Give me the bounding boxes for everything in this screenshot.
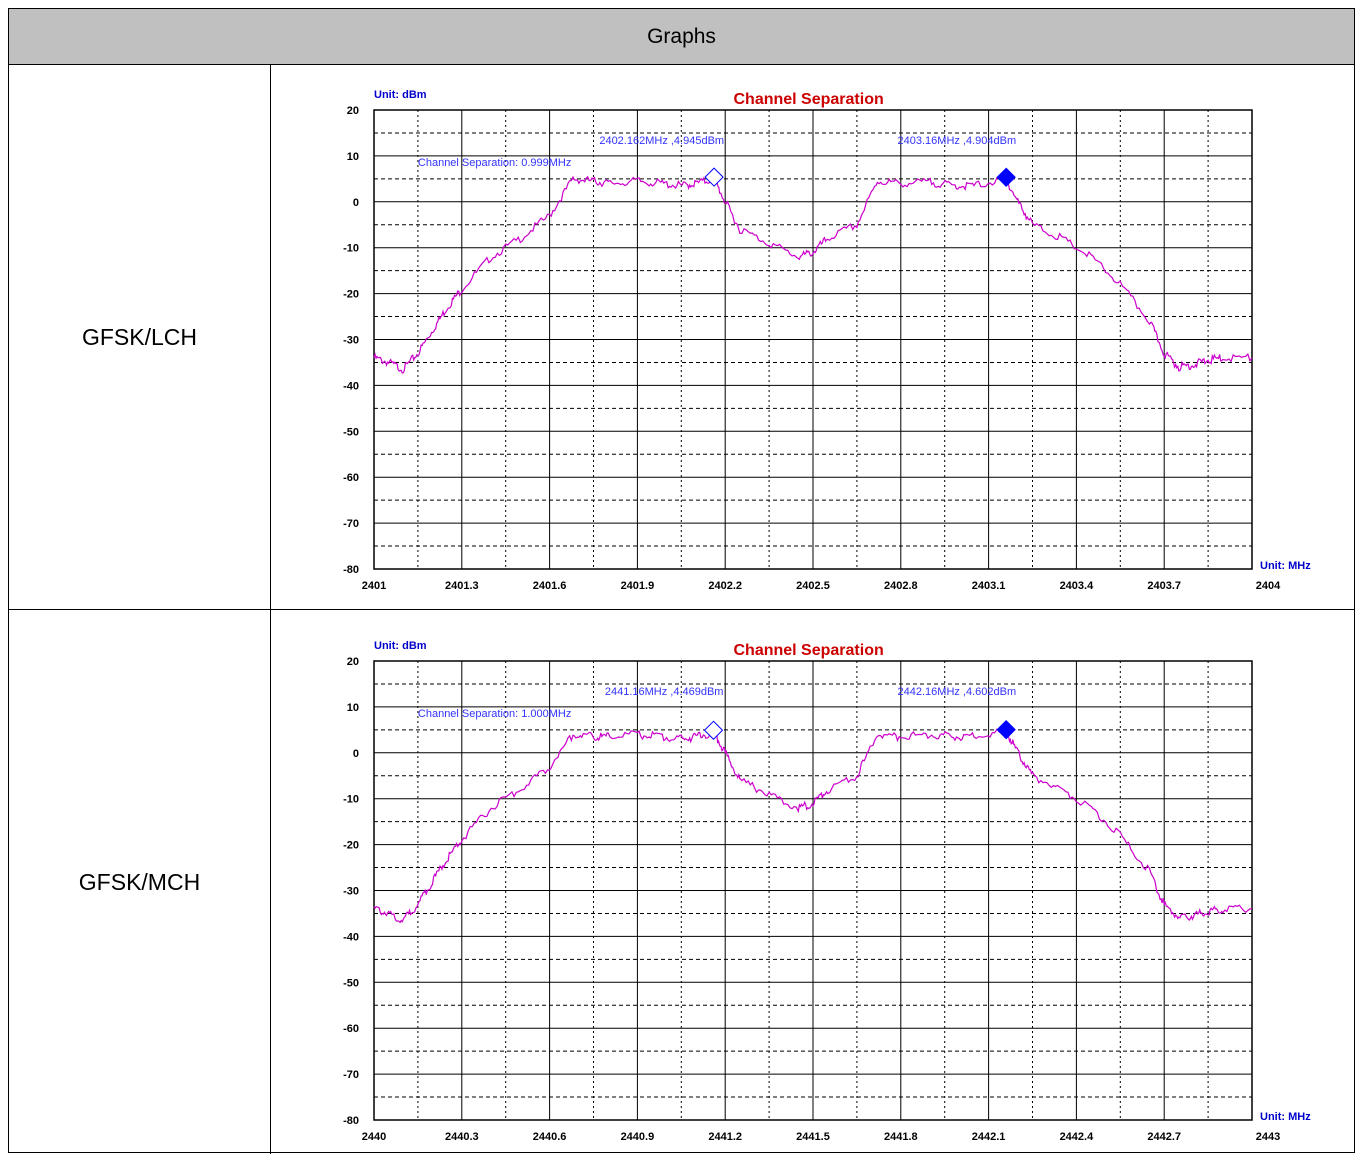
y-tick-label: -50 bbox=[343, 977, 359, 989]
marker-readout: 2441.16MHz ,4.469dBm bbox=[605, 686, 724, 698]
channel-separation-annotation: Channel Separation: 0.999MHz bbox=[418, 157, 571, 169]
y-tick-label: -60 bbox=[343, 1023, 359, 1035]
marker-1-open-diamond bbox=[704, 167, 724, 187]
y-tick-label: -40 bbox=[343, 931, 359, 943]
chart-title: Channel Separation bbox=[733, 642, 883, 659]
y-tick-label: -30 bbox=[343, 335, 359, 347]
x-tick-label: 2403.4 bbox=[1060, 580, 1095, 592]
x-tick-label: 2402.8 bbox=[884, 580, 918, 592]
marker-readout: 2402.162MHz ,4.945dBm bbox=[599, 135, 724, 147]
y-axis-unit-label: Unit: dBm bbox=[374, 640, 427, 652]
x-tick-label: 2441.8 bbox=[884, 1131, 918, 1143]
y-tick-label: 10 bbox=[347, 151, 359, 163]
x-tick-label: 2403.1 bbox=[972, 580, 1006, 592]
y-tick-label: 10 bbox=[347, 702, 359, 714]
x-tick-label: 2401.6 bbox=[533, 580, 567, 592]
y-tick-label: -50 bbox=[343, 426, 359, 438]
y-tick-label: -80 bbox=[343, 1115, 359, 1127]
row-label-lch: GFSK/LCH bbox=[81, 324, 198, 350]
marker-readout: 2403.16MHz ,4.904dBm bbox=[898, 135, 1017, 147]
y-tick-label: -20 bbox=[343, 840, 359, 852]
y-tick-label: -70 bbox=[343, 1069, 359, 1081]
y-tick-label: 20 bbox=[347, 656, 359, 668]
plot-frame bbox=[373, 660, 1253, 1121]
y-tick-label: 0 bbox=[353, 748, 359, 760]
x-tick-label: 2404 bbox=[1256, 580, 1281, 592]
y-tick-label: -70 bbox=[343, 518, 359, 530]
y-tick-label: 20 bbox=[347, 105, 359, 117]
spectrum-trace bbox=[373, 174, 1253, 374]
y-tick-label: -20 bbox=[343, 289, 359, 301]
x-tick-label: 2440.6 bbox=[533, 1131, 567, 1143]
x-tick-label: 2401 bbox=[362, 580, 386, 592]
x-axis-unit-label: Unit: MHz bbox=[1260, 1111, 1311, 1123]
y-tick-label: -60 bbox=[343, 472, 359, 484]
x-tick-label: 2440.3 bbox=[445, 1131, 479, 1143]
x-axis-unit-label: Unit: MHz bbox=[1260, 560, 1311, 572]
y-tick-label: -10 bbox=[343, 243, 359, 255]
x-tick-label: 2443 bbox=[1256, 1131, 1280, 1143]
x-tick-label: 2401.9 bbox=[621, 580, 655, 592]
x-tick-label: 2440 bbox=[362, 1131, 386, 1143]
channel-separation-annotation: Channel Separation: 1.000MHz bbox=[418, 708, 571, 720]
x-tick-label: 2442.1 bbox=[972, 1131, 1006, 1143]
y-tick-label: -80 bbox=[343, 564, 359, 576]
x-tick-label: 2442.7 bbox=[1147, 1131, 1181, 1143]
x-tick-label: 2403.7 bbox=[1147, 580, 1181, 592]
x-tick-label: 2402.5 bbox=[796, 580, 830, 592]
x-tick-label: 2441.2 bbox=[708, 1131, 742, 1143]
chart-title: Channel Separation bbox=[733, 91, 883, 108]
plot-frame bbox=[373, 109, 1253, 570]
row-divider bbox=[9, 609, 1354, 610]
x-tick-label: 2402.2 bbox=[708, 580, 742, 592]
x-tick-label: 2442.4 bbox=[1060, 1131, 1095, 1143]
y-tick-label: -40 bbox=[343, 380, 359, 392]
spectrum-trace bbox=[373, 727, 1253, 924]
x-tick-label: 2440.9 bbox=[621, 1131, 655, 1143]
marker-1-open-diamond bbox=[703, 720, 724, 740]
row-label-mch: GFSK/MCH bbox=[78, 868, 201, 895]
marker-2-filled-diamond bbox=[996, 719, 1016, 740]
graphs-table: Graphs GFSK/LCH GFSK/MCH bbox=[8, 8, 1355, 1154]
x-tick-label: 2401.3 bbox=[445, 580, 479, 592]
marker-2-filled-diamond bbox=[996, 167, 1016, 187]
y-tick-label: -30 bbox=[343, 886, 359, 898]
table-header: Graphs bbox=[9, 9, 1354, 65]
y-axis-unit-label: Unit: dBm bbox=[374, 89, 427, 101]
marker-readout: 2442.16MHz ,4.602dBm bbox=[898, 686, 1017, 698]
y-tick-label: -10 bbox=[343, 794, 359, 806]
x-tick-label: 2441.5 bbox=[796, 1131, 830, 1143]
y-tick-label: 0 bbox=[353, 197, 359, 209]
